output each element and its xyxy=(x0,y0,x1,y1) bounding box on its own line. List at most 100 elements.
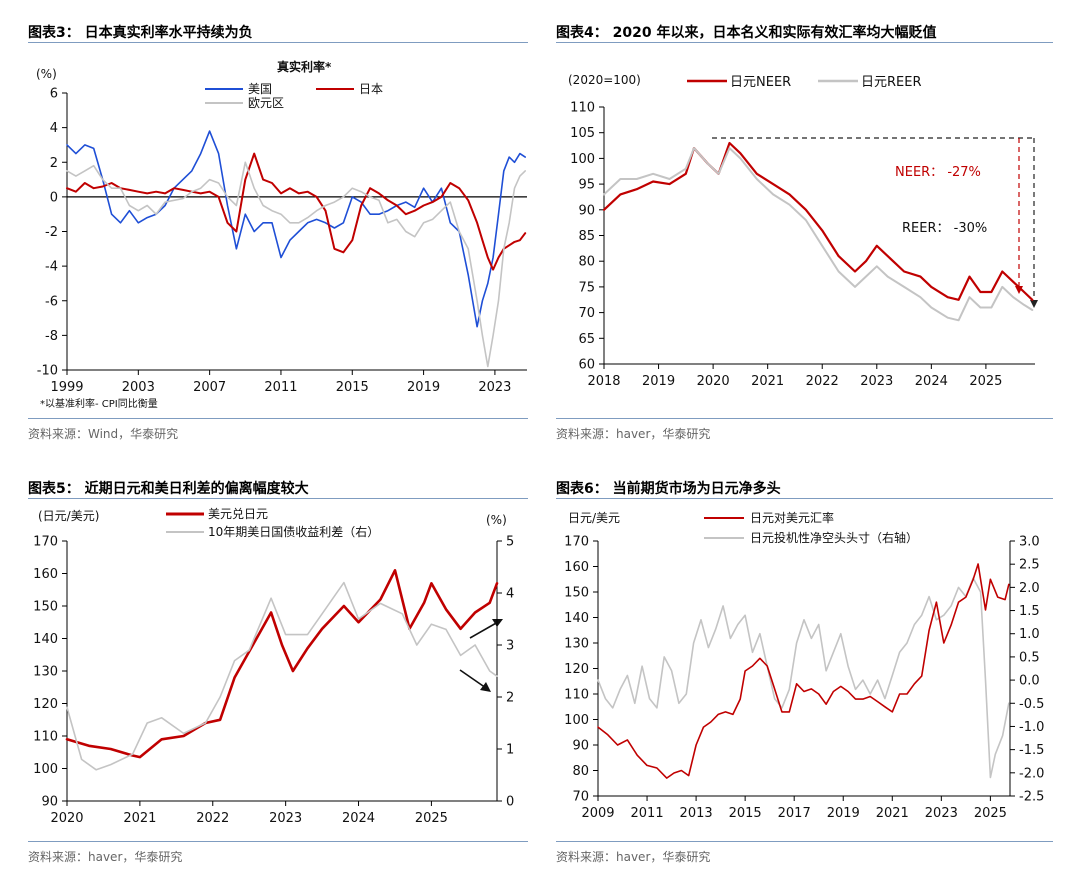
source-2: 资料来源：haver，华泰研究 xyxy=(556,427,711,441)
chart4-y-tick-label-right: -2.5 xyxy=(1019,790,1044,805)
chart4-series-2-line xyxy=(597,563,1010,779)
chart4-y-tick-label: 160 xyxy=(564,560,589,575)
chart1-x-tick-label: 2011 xyxy=(264,380,297,395)
chart4-x-tick-label: 2015 xyxy=(729,806,762,821)
chart3-y-tick-label: 140 xyxy=(33,632,58,647)
legend-label-spread: 10年期美日国债收益利差（右） xyxy=(208,524,379,539)
chart3-y-tick-label: 110 xyxy=(33,730,58,745)
chart4-y-tick-label: 70 xyxy=(572,790,589,805)
chart3-x-tick-label: 2021 xyxy=(123,811,156,826)
title-rule-4 xyxy=(556,498,1053,499)
chart3-x-tick-label: 2020 xyxy=(50,811,83,826)
chart4-y-tick-label: 170 xyxy=(564,535,589,550)
chart3-y-tick-label: 170 xyxy=(33,535,58,550)
chart2-series-1-line xyxy=(602,141,1034,301)
chart4-y-tick-label-right: -1.5 xyxy=(1019,743,1044,758)
chart1-x-tick-label: 1999 xyxy=(50,380,83,395)
chart3-ylabel-right: (%) xyxy=(486,513,507,527)
chart3-series-2-line xyxy=(66,581,498,771)
chart4-y-tick-label-right: 1.0 xyxy=(1019,627,1040,642)
chart4-y-tick-label-right: -2.0 xyxy=(1019,766,1044,781)
chart2-x-tick-label: 2023 xyxy=(860,374,893,389)
source-1: 资料来源：Wind，华泰研究 xyxy=(28,427,179,441)
chart2-x-tick-label: 2025 xyxy=(969,374,1002,389)
reer-drop-arrowhead xyxy=(1030,300,1038,308)
chart3-x-tick-label: 2025 xyxy=(415,811,448,826)
legend-label-usdjpy: 美元兑日元 xyxy=(208,507,268,521)
chart4-x-tick-label: 2025 xyxy=(974,806,1007,821)
source-4: 资料来源：haver，华泰研究 xyxy=(556,850,711,864)
chart2-series-2-line xyxy=(603,147,1034,322)
chart3-y-tick-label-right: 4 xyxy=(506,587,514,602)
chart2-y-tick-label: 90 xyxy=(578,203,595,218)
chart4-y-tick-label: 110 xyxy=(564,688,589,703)
chart1-series-1-line xyxy=(66,130,527,328)
chart4-y-tick-label-right: -0.5 xyxy=(1019,697,1044,712)
chart1-ylabel: (%) xyxy=(36,67,57,81)
chart3-y-tick-label: 120 xyxy=(33,697,58,712)
chart3-series-1-line xyxy=(65,568,499,759)
source-rule-2 xyxy=(556,418,1053,419)
chart1-x-tick-label: 2015 xyxy=(336,380,369,395)
chart3-y-tick-label: 100 xyxy=(33,762,58,777)
chart2-x-tick-label: 2022 xyxy=(806,374,839,389)
chart1-y-tick-label: -6 xyxy=(45,294,58,309)
legend-label-jpyusd: 日元对美元汇率 xyxy=(750,510,834,525)
reer-change-annotation: REER： -30% xyxy=(902,221,987,236)
chart1-y-tick-label: 2 xyxy=(50,156,58,171)
source-rule-3 xyxy=(28,841,528,842)
source-rule-4 xyxy=(556,841,1053,842)
chart1-y-tick-label: -8 xyxy=(45,329,58,344)
panel-title-4: 图表6： 当前期货市场为日元净多头 xyxy=(556,481,781,497)
chart1-y-tick-label: 4 xyxy=(50,121,58,136)
panel-title-2: 图表4： 2020 年以来，日本名义和实际有效汇率均大幅贬值 xyxy=(556,25,937,41)
chart4-x-tick-label: 2009 xyxy=(581,806,614,821)
chart3-y-tick-label-right: 1 xyxy=(506,743,514,758)
chart4-y-tick-label-right: 3.0 xyxy=(1019,535,1040,550)
chart1-x-tick-label: 2003 xyxy=(122,380,155,395)
chart4-series-1-line xyxy=(597,577,1010,779)
chart4-x-tick-label: 2019 xyxy=(827,806,860,821)
chart3-y-tick-label-right: 3 xyxy=(506,639,514,654)
legend-label-reer: 日元REER xyxy=(861,75,922,90)
chart2-ylabel: (2020=100) xyxy=(568,73,641,87)
legend-label-neer: 日元NEER xyxy=(730,75,791,90)
neer-change-annotation: NEER： -27% xyxy=(895,165,981,180)
chart1-x-tick-label: 2007 xyxy=(193,380,226,395)
chart4-plot: 170 160 150 140 130 120 110 100 90 80 70 3.0 2.5 2.0 1… xyxy=(564,535,1044,822)
chart1-x-tick-label: 2023 xyxy=(478,380,511,395)
chart1-title: 真实利率* xyxy=(277,59,332,74)
chart3-y-tick-label: 90 xyxy=(41,795,58,810)
chart4-y-tick-label-right: 2.5 xyxy=(1019,558,1040,573)
chart3-x-tick-label: 2022 xyxy=(196,811,229,826)
chart4-y-tick-label: 150 xyxy=(564,586,589,601)
chart1-y-tick-label: 6 xyxy=(50,87,58,102)
chart3-y-tick-label: 130 xyxy=(33,665,58,680)
title-rule-2 xyxy=(556,42,1053,43)
chart3-plot: 170 160 150 140 130 120 110 100 90 5 4 3 2 1 0 2020 2021… xyxy=(33,535,514,827)
chart2-y-tick-label: 105 xyxy=(570,126,595,141)
chart3-x-tick-label: 2024 xyxy=(342,811,375,826)
source-3: 资料来源：haver，华泰研究 xyxy=(28,850,183,864)
chart2-y-tick-label: 100 xyxy=(570,152,595,167)
chart4-y-tick-label-right: -1.0 xyxy=(1019,720,1044,735)
chart4-y-tick-label: 100 xyxy=(564,713,589,728)
chart2-y-tick-label: 60 xyxy=(578,358,595,373)
legend-label-euro: 欧元区 xyxy=(248,96,284,110)
chart1-y-tick-label: -4 xyxy=(45,260,58,275)
chart3-y-tick-label: 150 xyxy=(33,600,58,615)
chart4-y-tick-label-right: 2.0 xyxy=(1019,581,1040,596)
chart4-y-tick-label: 80 xyxy=(572,764,589,779)
chart3-y-tick-label-right: 2 xyxy=(506,691,514,706)
chart1-footnote: *以基准利率- CPI同比衡量 xyxy=(40,397,158,410)
chart1-series-2-line xyxy=(66,152,527,271)
title-rule-1 xyxy=(28,42,528,43)
chart3-x-tick-label: 2023 xyxy=(269,811,302,826)
chart3-y-tick-label-right: 0 xyxy=(506,795,514,810)
chart2-y-tick-label: 95 xyxy=(578,178,595,193)
chart4-x-tick-label: 2023 xyxy=(925,806,958,821)
chart4-y-tick-label-right: 0.5 xyxy=(1019,650,1040,665)
